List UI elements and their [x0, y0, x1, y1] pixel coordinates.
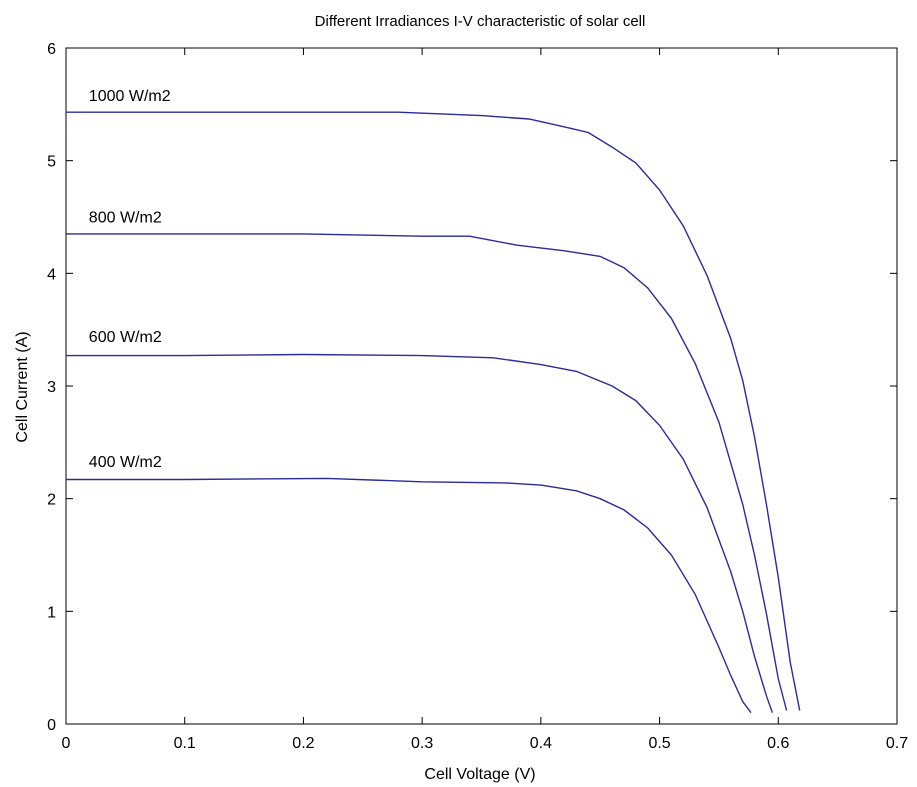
x-tick-label: 0.2 [292, 735, 314, 752]
x-tick-label: 0.5 [648, 735, 670, 752]
x-tick-label: 0.4 [530, 735, 552, 752]
y-tick-label: 2 [47, 492, 56, 509]
curve-label-3: 600 W/m2 [89, 329, 162, 346]
curve-label-2: 800 W/m2 [89, 210, 162, 227]
curve-label-1: 1000 W/m2 [89, 88, 171, 105]
y-tick-label: 4 [47, 266, 56, 283]
y-tick-label: 6 [47, 41, 56, 58]
x-tick-label: 0.3 [411, 735, 433, 752]
x-axis-label: Cell Voltage (V) [424, 766, 535, 783]
chart-title: Different Irradiances I-V characteristic… [315, 13, 646, 30]
y-tick-label: 1 [47, 604, 56, 621]
plot-frame [66, 48, 897, 724]
y-tick-label: 3 [47, 379, 56, 396]
y-axis-label: Cell Current (A) [14, 331, 31, 442]
series-line-2 [66, 234, 787, 711]
x-tick-label: 0 [62, 735, 71, 752]
series-line-4 [66, 478, 751, 712]
plot-area: 0 0.1 0.2 0.3 0.4 0.5 0.6 0.7 0 1 2 3 4 5 6 1000 W/m2 80… [47, 41, 908, 752]
x-tick-label: 0.6 [767, 735, 789, 752]
curve-label-4: 400 W/m2 [89, 454, 162, 471]
y-tick-label: 5 [47, 154, 56, 171]
x-tick-label: 0.7 [886, 735, 908, 752]
series-line-3 [66, 355, 772, 713]
x-tick-label: 0.1 [174, 735, 196, 752]
y-tick-label: 0 [47, 717, 56, 734]
series-line-1 [66, 112, 800, 710]
